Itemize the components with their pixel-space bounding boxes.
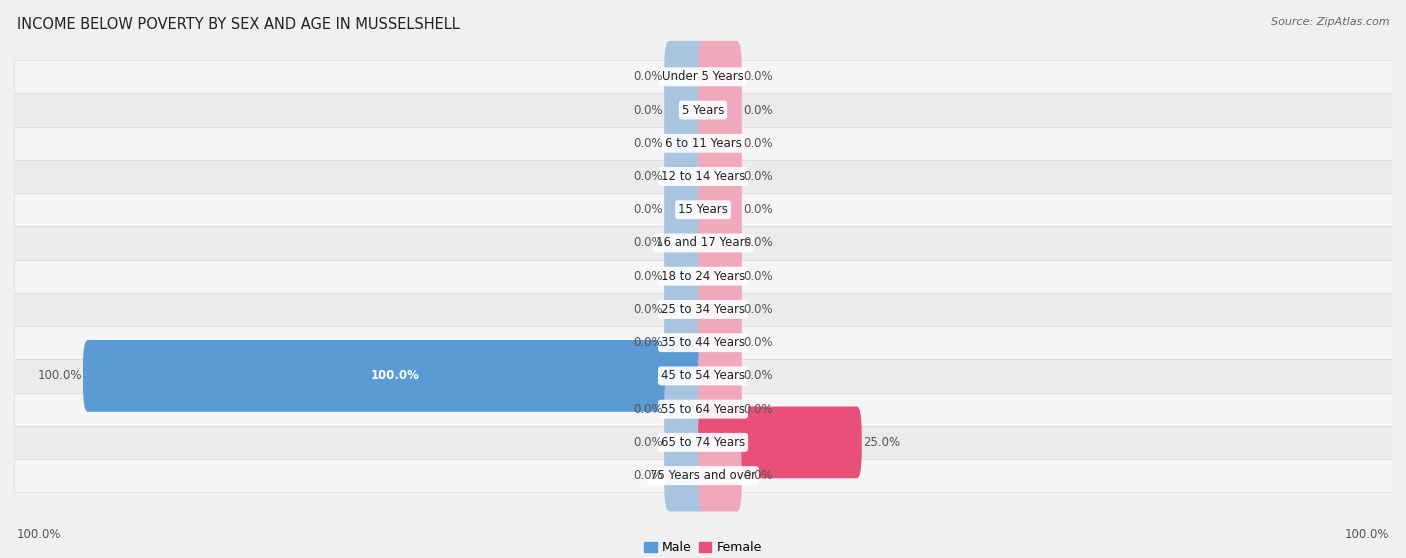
FancyBboxPatch shape <box>697 307 742 378</box>
Text: 12 to 14 Years: 12 to 14 Years <box>661 170 745 183</box>
Text: 0.0%: 0.0% <box>742 237 773 249</box>
Text: 0.0%: 0.0% <box>633 104 664 117</box>
FancyBboxPatch shape <box>697 41 742 113</box>
Bar <box>14 293 1392 326</box>
Text: 65 to 74 Years: 65 to 74 Years <box>661 436 745 449</box>
Text: 25 to 34 Years: 25 to 34 Years <box>661 303 745 316</box>
Text: 16 and 17 Years: 16 and 17 Years <box>655 237 751 249</box>
Text: 5 Years: 5 Years <box>682 104 724 117</box>
Text: 100.0%: 100.0% <box>37 369 82 382</box>
FancyBboxPatch shape <box>697 141 742 213</box>
FancyBboxPatch shape <box>697 207 742 279</box>
Bar <box>14 392 1392 426</box>
Text: 0.0%: 0.0% <box>742 469 773 482</box>
FancyBboxPatch shape <box>697 240 742 312</box>
FancyBboxPatch shape <box>664 207 709 279</box>
FancyBboxPatch shape <box>664 240 709 312</box>
Text: 0.0%: 0.0% <box>633 469 664 482</box>
Bar <box>14 359 1392 392</box>
FancyBboxPatch shape <box>664 74 709 146</box>
Text: Under 5 Years: Under 5 Years <box>662 70 744 83</box>
FancyBboxPatch shape <box>664 373 709 445</box>
FancyBboxPatch shape <box>697 406 862 478</box>
Text: 0.0%: 0.0% <box>633 70 664 83</box>
FancyBboxPatch shape <box>664 41 709 113</box>
Text: 0.0%: 0.0% <box>633 137 664 150</box>
Text: 0.0%: 0.0% <box>742 270 773 283</box>
Text: 0.0%: 0.0% <box>633 403 664 416</box>
FancyBboxPatch shape <box>697 273 742 345</box>
Text: 0.0%: 0.0% <box>742 336 773 349</box>
FancyBboxPatch shape <box>664 141 709 213</box>
Text: 15 Years: 15 Years <box>678 203 728 217</box>
FancyBboxPatch shape <box>697 373 742 445</box>
Text: 6 to 11 Years: 6 to 11 Years <box>665 137 741 150</box>
Text: Source: ZipAtlas.com: Source: ZipAtlas.com <box>1271 17 1389 27</box>
Text: 0.0%: 0.0% <box>742 403 773 416</box>
Text: 0.0%: 0.0% <box>633 336 664 349</box>
Bar <box>14 326 1392 359</box>
Text: 45 to 54 Years: 45 to 54 Years <box>661 369 745 382</box>
Text: INCOME BELOW POVERTY BY SEX AND AGE IN MUSSELSHELL: INCOME BELOW POVERTY BY SEX AND AGE IN M… <box>17 17 460 32</box>
Text: 25.0%: 25.0% <box>863 436 900 449</box>
FancyBboxPatch shape <box>664 273 709 345</box>
Text: 18 to 24 Years: 18 to 24 Years <box>661 270 745 283</box>
Text: 0.0%: 0.0% <box>633 270 664 283</box>
Text: 0.0%: 0.0% <box>633 303 664 316</box>
Bar <box>14 60 1392 93</box>
FancyBboxPatch shape <box>664 440 709 512</box>
FancyBboxPatch shape <box>697 174 742 246</box>
Bar <box>14 93 1392 127</box>
FancyBboxPatch shape <box>664 307 709 378</box>
Text: 0.0%: 0.0% <box>633 170 664 183</box>
FancyBboxPatch shape <box>83 340 707 412</box>
Bar <box>14 127 1392 160</box>
Bar <box>14 426 1392 459</box>
Text: 0.0%: 0.0% <box>633 237 664 249</box>
Text: 0.0%: 0.0% <box>742 170 773 183</box>
Bar <box>14 160 1392 193</box>
Bar <box>14 459 1392 492</box>
FancyBboxPatch shape <box>664 107 709 179</box>
Text: 0.0%: 0.0% <box>742 303 773 316</box>
Text: 100.0%: 100.0% <box>17 528 62 541</box>
Bar <box>14 193 1392 227</box>
FancyBboxPatch shape <box>697 340 742 412</box>
Text: 100.0%: 100.0% <box>1344 528 1389 541</box>
FancyBboxPatch shape <box>664 406 709 478</box>
FancyBboxPatch shape <box>697 74 742 146</box>
FancyBboxPatch shape <box>697 440 742 512</box>
Text: 0.0%: 0.0% <box>633 203 664 217</box>
Text: 0.0%: 0.0% <box>633 436 664 449</box>
Text: 100.0%: 100.0% <box>371 369 420 382</box>
Bar <box>14 227 1392 259</box>
Text: 0.0%: 0.0% <box>742 137 773 150</box>
Text: 75 Years and over: 75 Years and over <box>650 469 756 482</box>
Text: 35 to 44 Years: 35 to 44 Years <box>661 336 745 349</box>
FancyBboxPatch shape <box>664 174 709 246</box>
Text: 0.0%: 0.0% <box>742 369 773 382</box>
Legend: Male, Female: Male, Female <box>640 536 766 558</box>
Bar <box>14 259 1392 293</box>
Text: 0.0%: 0.0% <box>742 70 773 83</box>
Text: 55 to 64 Years: 55 to 64 Years <box>661 403 745 416</box>
Text: 0.0%: 0.0% <box>742 104 773 117</box>
FancyBboxPatch shape <box>697 107 742 179</box>
Text: 0.0%: 0.0% <box>742 203 773 217</box>
